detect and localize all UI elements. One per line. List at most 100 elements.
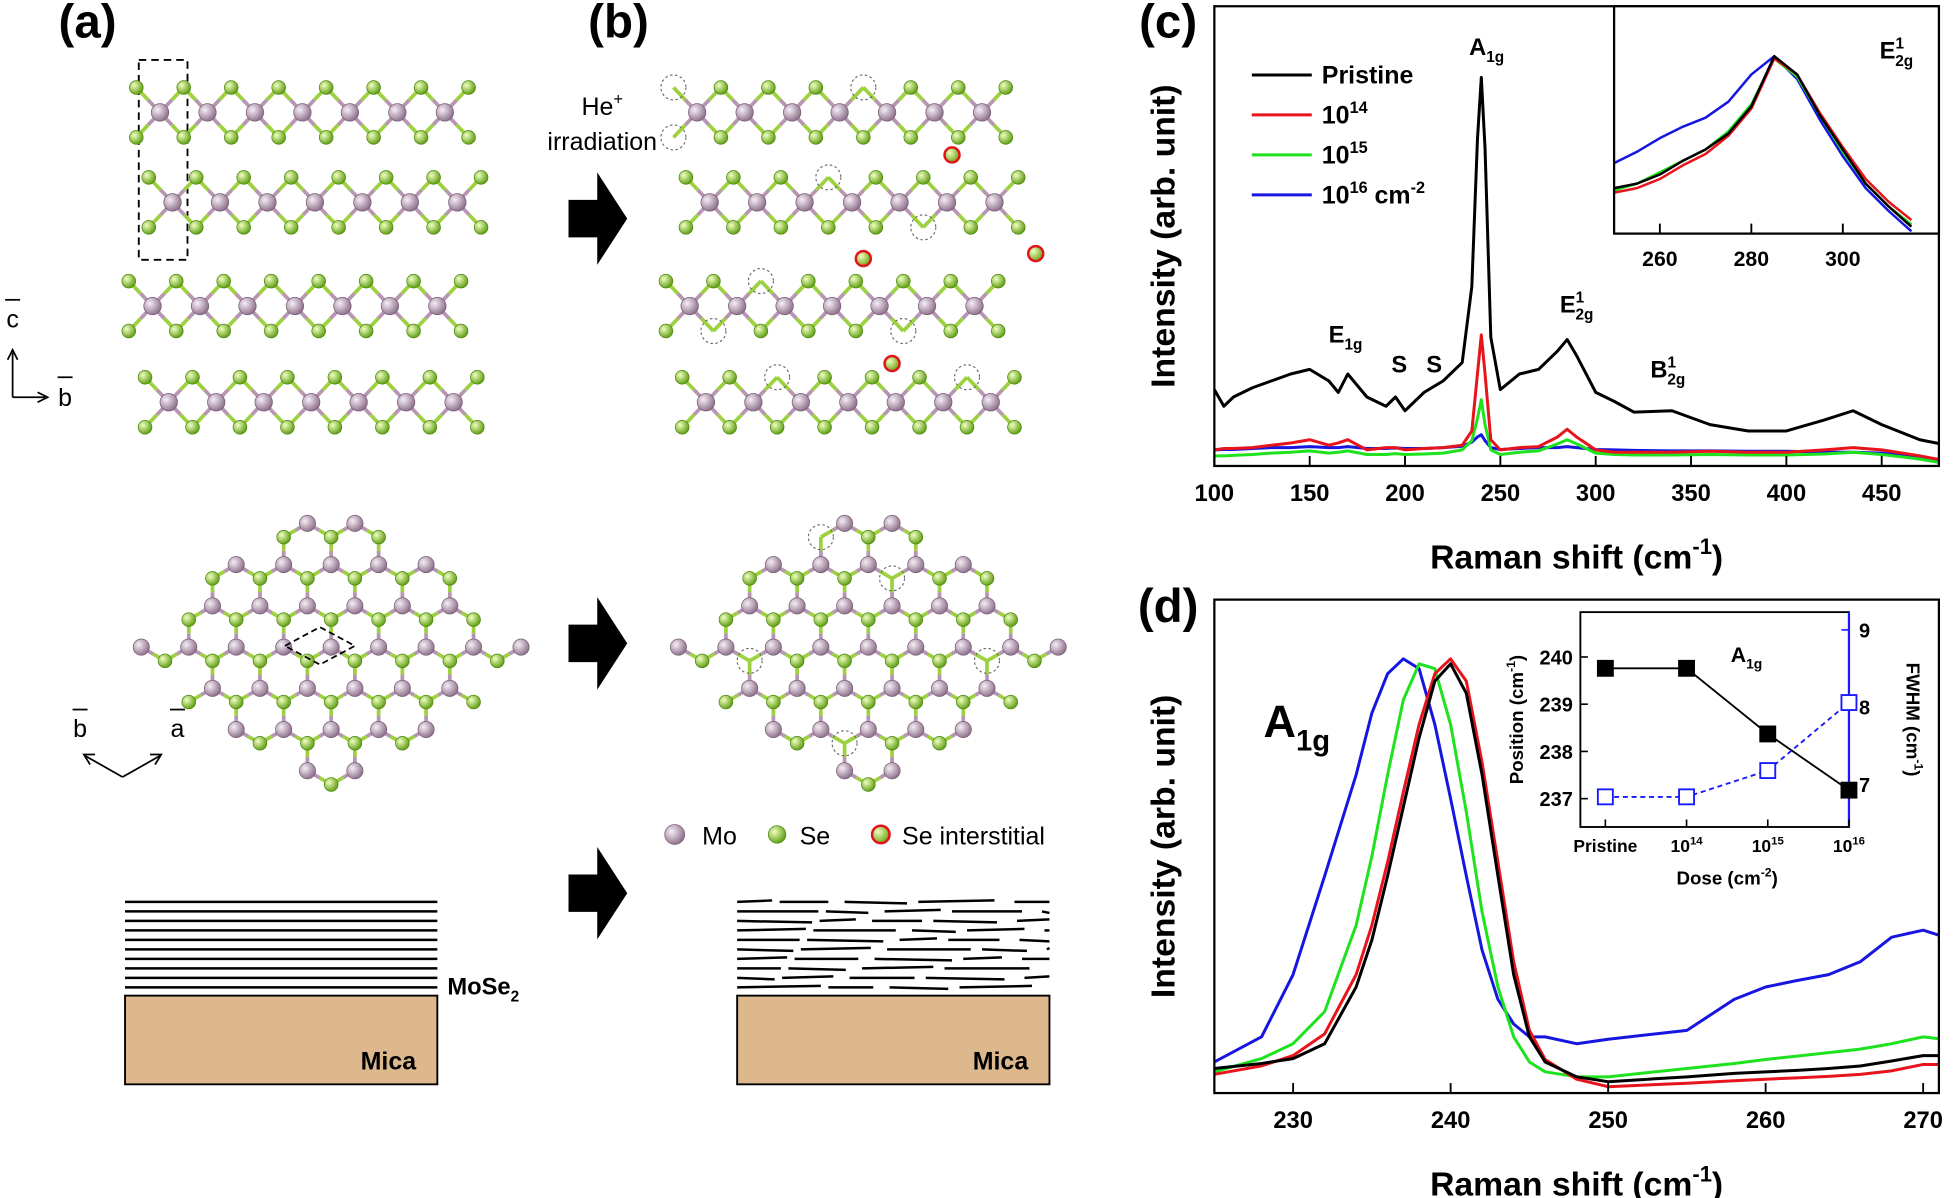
mo-atom: [132, 638, 150, 656]
mo-atom: [978, 679, 996, 697]
mo-atom: [954, 556, 972, 574]
axis-vectors: [5, 298, 185, 778]
se-atom: [375, 370, 390, 385]
panel-label: (a): [59, 0, 117, 48]
se-atom: [466, 694, 481, 710]
annotation-part: E: [1560, 292, 1576, 318]
se-atom: [276, 612, 291, 627]
data-line: [1214, 662, 1939, 1084]
mo-atom: [150, 103, 170, 122]
mo-atom: [782, 103, 802, 122]
mo-atom: [227, 721, 245, 739]
bond: [861, 86, 877, 102]
se-atom: [789, 736, 805, 751]
mo-atom: [198, 103, 217, 122]
legend-label: 1016 cm-2: [1322, 179, 1425, 209]
se-atom: [813, 694, 829, 710]
mo-atom: [839, 393, 858, 412]
x-axis-label-part: ): [1712, 1166, 1723, 1198]
se-atom: [300, 571, 315, 586]
bond: [986, 652, 1000, 663]
mo-atom: [883, 597, 901, 615]
annotation-part: A: [1264, 696, 1296, 747]
mo-atom: [370, 721, 388, 739]
mo-atom: [254, 393, 273, 412]
mo-atom: [207, 393, 226, 412]
mo-atom: [937, 193, 957, 212]
mo-atom: [764, 638, 782, 656]
se-atom: [121, 273, 137, 289]
mo-atom: [688, 103, 707, 122]
se-atom: [990, 273, 1006, 289]
layer-line: [918, 899, 995, 904]
mo-atom: [322, 721, 340, 739]
se-atom: [773, 170, 789, 185]
vacancy: [910, 214, 937, 241]
se-atom: [426, 170, 441, 185]
layer-line: [782, 975, 834, 980]
mo-atom: [883, 762, 901, 780]
annotation-part: B: [1650, 357, 1667, 383]
annotation-part: 1g: [1486, 49, 1504, 66]
mo-atom: [180, 638, 198, 656]
irradiation-label: He+: [582, 90, 623, 120]
mo-atom: [441, 679, 459, 697]
mo-atom: [400, 193, 419, 212]
mo-atom: [435, 103, 454, 122]
mo-atom: [859, 721, 877, 739]
layer-line: [925, 976, 1005, 981]
mo-atom: [346, 762, 364, 780]
se-atom: [300, 653, 315, 669]
bond: [815, 176, 830, 192]
se-atom: [121, 323, 137, 339]
x-tick-label-part: 16: [1852, 836, 1865, 848]
x-tick-label: 270: [1903, 1108, 1943, 1134]
x-axis-label-part: Raman shift (cm: [1430, 1166, 1692, 1198]
se-atom: [300, 736, 315, 751]
mo-atom: [744, 393, 763, 412]
se-atom: [1007, 419, 1022, 435]
mo-atom: [696, 393, 716, 412]
se-atom: [908, 694, 924, 710]
se-atom: [766, 694, 781, 710]
legend-label-part: 10: [1322, 182, 1350, 210]
se-atom: [959, 419, 975, 435]
x-axis-label: Raman shift (cm-1): [1430, 534, 1723, 576]
se-atom: [252, 571, 268, 586]
axis-vector-label: b: [73, 715, 87, 743]
mo-atom: [143, 296, 162, 316]
mo-atom: [238, 296, 257, 316]
substrate-label: Mica: [973, 1047, 1030, 1075]
se-atom: [413, 130, 429, 145]
y2-tick-label: 8: [1859, 698, 1870, 720]
mo-atom: [340, 103, 360, 122]
se-atom: [856, 130, 871, 145]
mo-atom: [735, 103, 754, 122]
mo-atom: [788, 679, 806, 697]
y2-axis-label: FWHM (cm-1): [1902, 663, 1925, 777]
y-tick-label: 240: [1540, 647, 1573, 669]
se-atom: [718, 694, 734, 710]
se-atom: [896, 273, 911, 289]
se-atom: [884, 736, 900, 751]
se-atom: [678, 170, 694, 185]
y-axis-label-part: -1: [1504, 661, 1518, 672]
se-atom: [908, 612, 924, 627]
se-atom: [932, 571, 947, 586]
layer-line: [737, 899, 773, 904]
annotation-part: A: [1731, 644, 1746, 667]
annotation: S: [1391, 352, 1407, 378]
se-atom: [228, 694, 244, 710]
mo-atom: [346, 514, 364, 532]
vector-b: [84, 755, 123, 778]
bond: [775, 375, 791, 392]
annotation-part: 2g: [1895, 53, 1913, 70]
mo-atom: [791, 393, 810, 412]
layer-line: [737, 919, 813, 924]
bond: [736, 652, 751, 663]
se-atom: [283, 170, 299, 185]
se-atom: [395, 736, 410, 751]
se-atom: [169, 323, 184, 339]
x-axis-label: Dose (cm-2): [1676, 866, 1777, 889]
layer-line: [862, 965, 934, 970]
